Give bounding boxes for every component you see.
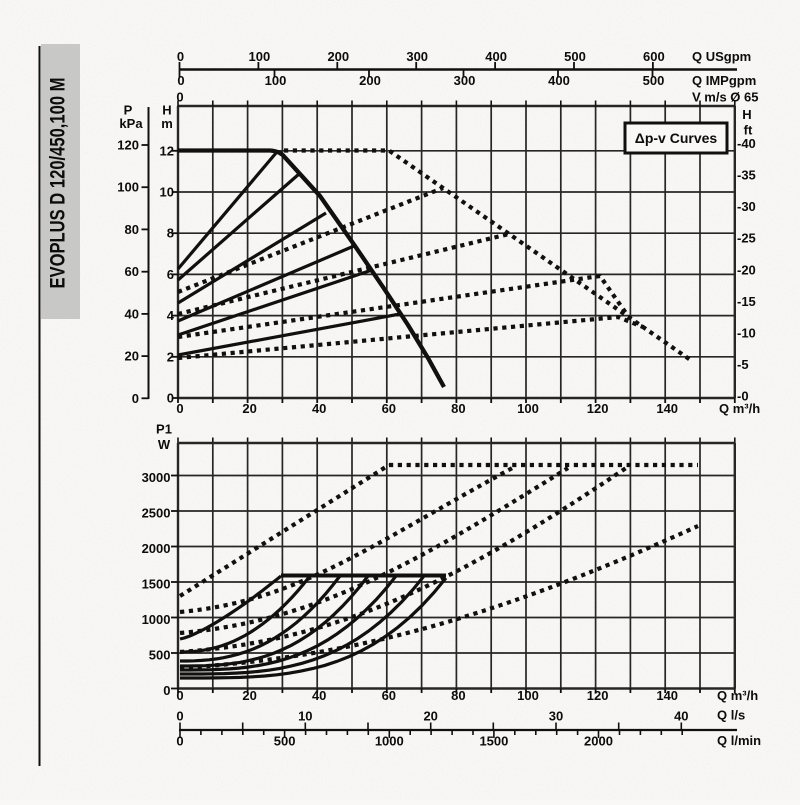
svg-text:40: 40 [312, 688, 326, 703]
svg-text:m: m [161, 116, 173, 131]
svg-text:-35: -35 [737, 168, 756, 183]
svg-text:300: 300 [454, 73, 476, 88]
svg-text:400: 400 [548, 73, 570, 88]
svg-text:0: 0 [176, 688, 183, 703]
svg-text:40: 40 [312, 401, 326, 416]
svg-text:0: 0 [176, 401, 183, 416]
svg-text:12: 12 [160, 143, 174, 158]
svg-text:10: 10 [298, 709, 312, 724]
svg-text:Q m³/h: Q m³/h [719, 401, 760, 416]
svg-text:100: 100 [249, 49, 271, 64]
svg-text:0: 0 [176, 734, 183, 749]
svg-text:100: 100 [517, 688, 539, 703]
svg-text:120: 120 [117, 138, 139, 153]
svg-text:40: 40 [125, 306, 139, 321]
svg-text:1000: 1000 [142, 612, 171, 627]
svg-text:0: 0 [177, 49, 184, 64]
svg-text:100: 100 [117, 180, 139, 195]
svg-text:80: 80 [451, 401, 465, 416]
svg-text:-0: -0 [737, 389, 749, 404]
svg-text:-15: -15 [737, 294, 756, 309]
svg-text:Q m³/h: Q m³/h [717, 688, 758, 703]
svg-text:-40: -40 [737, 136, 756, 151]
svg-text:0: 0 [163, 683, 170, 698]
svg-text:60: 60 [382, 688, 396, 703]
svg-text:0: 0 [167, 391, 174, 406]
svg-text:0: 0 [176, 709, 183, 724]
svg-text:100: 100 [517, 401, 539, 416]
svg-text:0: 0 [176, 90, 183, 105]
svg-text:Q l/s: Q l/s [717, 708, 745, 723]
svg-text:20: 20 [125, 349, 139, 364]
svg-text:2000: 2000 [142, 541, 171, 556]
svg-text:-25: -25 [737, 231, 756, 246]
svg-text:200: 200 [359, 73, 381, 88]
svg-text:Q USgpm: Q USgpm [692, 49, 751, 64]
svg-text:30: 30 [549, 709, 563, 724]
svg-text:EVOPLUS D 120/450,100 M: EVOPLUS D 120/450,100 M [47, 78, 70, 289]
svg-text:80: 80 [125, 222, 139, 237]
svg-text:500: 500 [564, 49, 586, 64]
svg-text:-20: -20 [737, 262, 756, 277]
svg-text:120: 120 [587, 401, 609, 416]
svg-text:20: 20 [242, 688, 256, 703]
svg-text:-30: -30 [737, 199, 756, 214]
svg-text:200: 200 [327, 49, 349, 64]
svg-text:P1: P1 [156, 422, 172, 437]
svg-text:60: 60 [382, 401, 396, 416]
svg-text:Δp-v Curves: Δp-v Curves [635, 130, 718, 146]
svg-text:1500: 1500 [142, 577, 171, 592]
svg-text:-10: -10 [737, 325, 756, 340]
svg-text:20: 20 [242, 401, 256, 416]
svg-text:0: 0 [177, 73, 184, 88]
svg-text:10: 10 [160, 185, 174, 200]
svg-text:2000: 2000 [584, 734, 613, 749]
svg-text:H: H [742, 107, 751, 122]
svg-text:kPa: kPa [119, 116, 143, 131]
svg-text:ft: ft [744, 123, 753, 138]
svg-text:140: 140 [656, 688, 678, 703]
svg-text:3000: 3000 [142, 470, 171, 485]
svg-text:1500: 1500 [479, 734, 508, 749]
svg-text:Q IMPgpm: Q IMPgpm [692, 73, 756, 88]
svg-text:600: 600 [643, 49, 665, 64]
svg-text:V m/s Ø 65: V m/s Ø 65 [692, 90, 758, 105]
svg-text:8: 8 [167, 226, 174, 241]
svg-text:120: 120 [587, 688, 609, 703]
svg-text:60: 60 [125, 264, 139, 279]
svg-text:140: 140 [656, 401, 678, 416]
svg-text:20: 20 [423, 709, 437, 724]
svg-text:500: 500 [274, 734, 296, 749]
svg-text:500: 500 [149, 648, 171, 663]
svg-text:1000: 1000 [375, 734, 404, 749]
svg-text:80: 80 [451, 688, 465, 703]
svg-text:P: P [124, 103, 133, 118]
svg-text:0: 0 [132, 391, 139, 406]
svg-text:4: 4 [167, 308, 175, 323]
svg-text:2500: 2500 [142, 506, 171, 521]
svg-text:100: 100 [265, 73, 287, 88]
svg-text:6: 6 [167, 267, 174, 282]
svg-text:-5: -5 [737, 357, 749, 372]
svg-text:W: W [158, 437, 171, 452]
svg-text:500: 500 [643, 73, 665, 88]
svg-text:H: H [162, 103, 171, 118]
svg-text:2: 2 [167, 349, 174, 364]
svg-text:400: 400 [485, 49, 507, 64]
svg-text:40: 40 [674, 709, 688, 724]
svg-text:Q l/min: Q l/min [717, 733, 761, 748]
svg-text:300: 300 [406, 49, 428, 64]
